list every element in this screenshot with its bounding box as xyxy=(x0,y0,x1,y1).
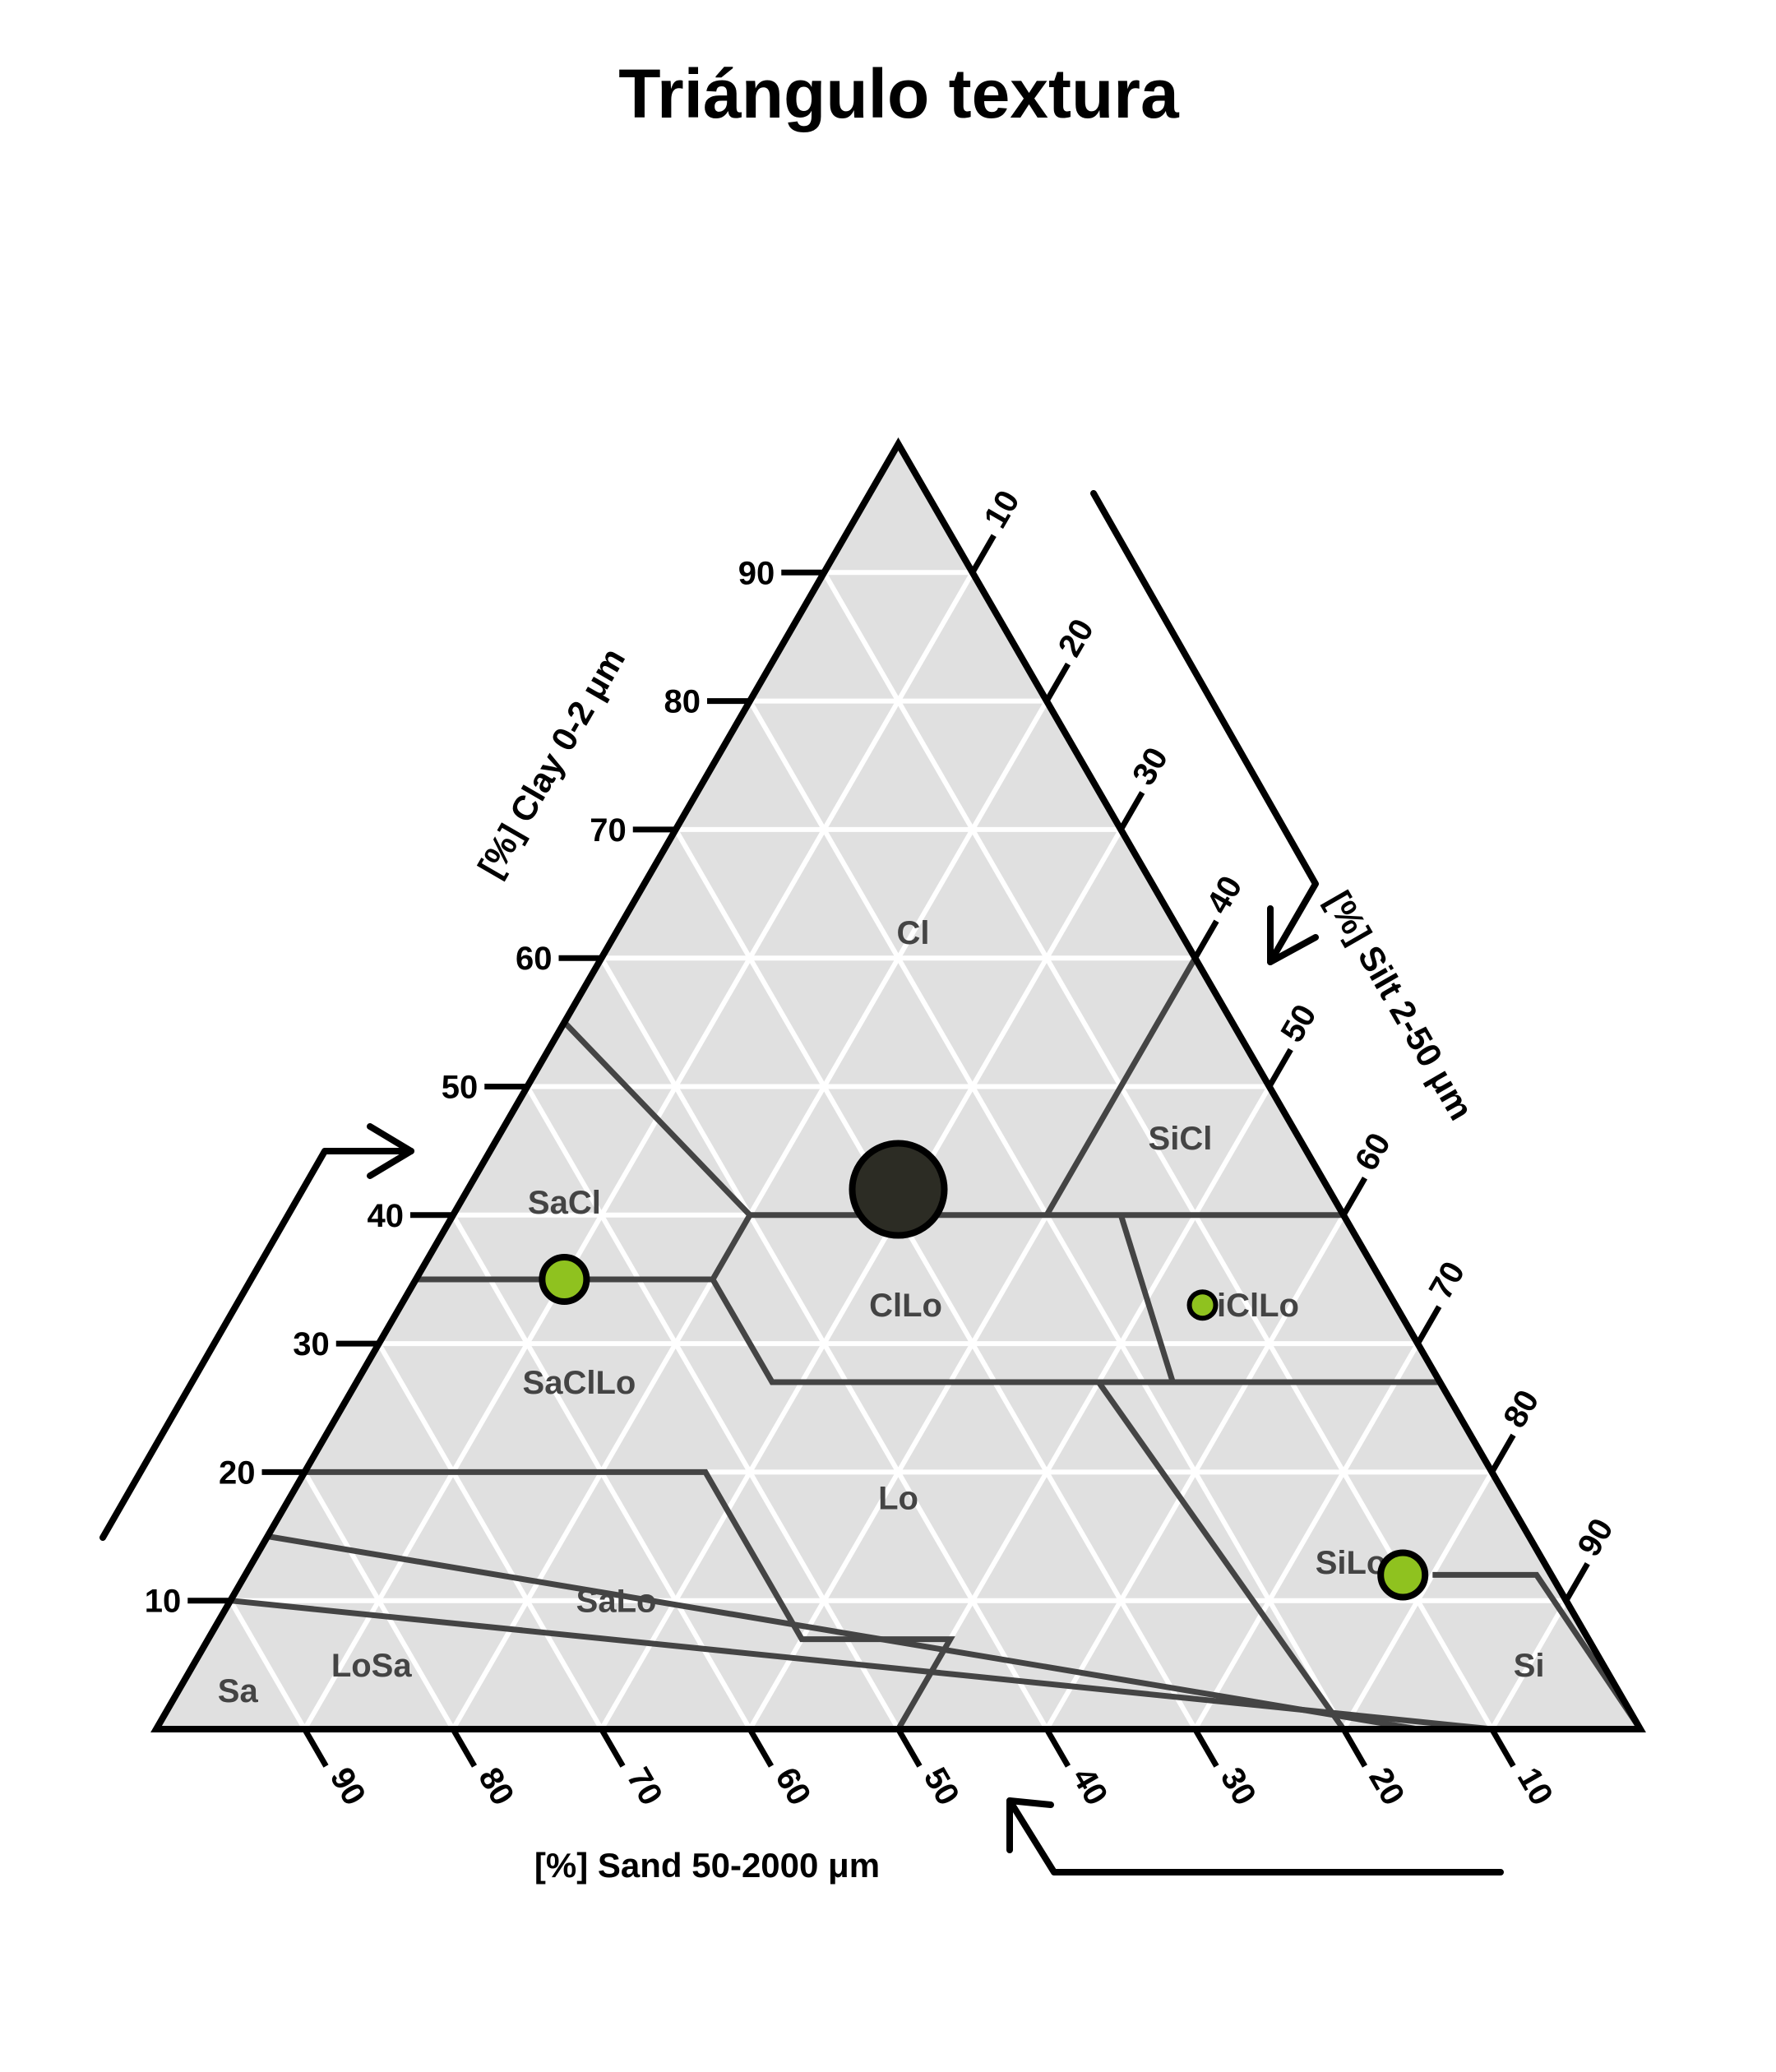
silt-tick-label: 50 xyxy=(1274,998,1323,1048)
class-boundary-line xyxy=(415,1276,1441,1385)
silt-tick-mark xyxy=(1266,1048,1293,1089)
class-boundary-line xyxy=(229,1598,1492,1732)
sand-direction-arrow xyxy=(1006,1797,1504,1875)
data-point xyxy=(539,1253,590,1305)
sand-tick-label: 30 xyxy=(1214,1762,1263,1812)
grid-line-sand-50 xyxy=(525,1085,901,1731)
grid-line-silt-80 xyxy=(1341,1470,1495,1731)
silt-arrowhead xyxy=(1267,905,1319,965)
silt-tick-mark xyxy=(1043,662,1071,703)
clay-tick-label: 40 xyxy=(368,1198,405,1234)
grid-line-silt-70 xyxy=(1192,1342,1420,1731)
region-label-sacllo: SaClLo xyxy=(523,1365,636,1401)
data-point xyxy=(1377,1549,1429,1601)
sand-tick-mark xyxy=(1489,1727,1516,1768)
class-boundary-line xyxy=(1117,1214,1176,1384)
class-boundary-line xyxy=(1096,1380,1346,1732)
silt-tick-mark xyxy=(1192,919,1219,960)
region-label-silo: SiLo xyxy=(1316,1545,1387,1581)
sand-arrowhead xyxy=(1006,1797,1054,1853)
silt-axis-title: [%] Silt 2-50 μm xyxy=(1319,885,1481,1126)
clay-tick-label: 90 xyxy=(738,555,775,591)
sand-tick-label: 60 xyxy=(768,1762,817,1812)
sand-tick-label: 40 xyxy=(1065,1762,1114,1812)
clay-tick-label: 60 xyxy=(516,941,553,977)
sand-tick-label: 90 xyxy=(323,1762,372,1812)
grid-line-sand-90 xyxy=(228,1599,308,1731)
class-boundary-line xyxy=(1432,1571,1643,1731)
clay-tick-label: 10 xyxy=(145,1584,182,1620)
sand-tick-mark xyxy=(599,1727,626,1768)
silt-tick-label: 60 xyxy=(1348,1127,1398,1177)
silt-tick-mark xyxy=(969,534,997,575)
clay-tick-label: 80 xyxy=(664,684,701,720)
grid-line-sand-70 xyxy=(377,1342,604,1731)
class-boundary-line xyxy=(304,1468,955,1731)
silt-tick-label: 10 xyxy=(977,484,1026,534)
grid-line-silt-10 xyxy=(302,571,975,1731)
sand-tick-mark xyxy=(747,1727,775,1768)
silt-direction-arrow xyxy=(1090,490,1319,965)
region-label-sicl: SiCl xyxy=(1149,1121,1213,1157)
silt-tick-mark xyxy=(1118,791,1145,831)
silt-tick-label: 20 xyxy=(1052,613,1101,664)
grid-line-silt-30 xyxy=(599,828,1123,1731)
sand-tick-label: 80 xyxy=(471,1762,520,1812)
silt-tick-label: 70 xyxy=(1422,1256,1472,1306)
clay-tick-label: 50 xyxy=(442,1070,479,1106)
clay-tick-label: 30 xyxy=(293,1326,330,1362)
grid-line-sand-30 xyxy=(673,828,1198,1731)
class-boundary-line xyxy=(1043,956,1198,1217)
silt-tick-label: 30 xyxy=(1126,742,1175,792)
sand-tick-mark xyxy=(895,1727,923,1768)
sand-tick-mark xyxy=(302,1727,329,1768)
silt-tick-mark xyxy=(1415,1305,1442,1345)
sand-tick-label: 20 xyxy=(1362,1762,1411,1812)
data-point xyxy=(1186,1289,1219,1321)
sand-tick-label: 50 xyxy=(917,1762,966,1812)
silt-tick-label: 80 xyxy=(1496,1384,1546,1434)
region-label-cllo: ClLo xyxy=(869,1288,942,1324)
clay-tick-label: 70 xyxy=(590,812,627,849)
sand-tick-mark xyxy=(1340,1727,1368,1768)
region-label-lo: Lo xyxy=(878,1481,918,1517)
grid-line-silt-90 xyxy=(1489,1599,1569,1731)
silt-tick-label: 90 xyxy=(1570,1513,1620,1563)
silt-tick-mark xyxy=(1563,1561,1590,1603)
grid-line-sand-80 xyxy=(302,1470,456,1731)
clay-direction-arrow xyxy=(99,1148,414,1541)
region-label-sacl: SaCl xyxy=(528,1185,601,1221)
grid-line-silt-50 xyxy=(895,1085,1272,1731)
sand-tick-label: 70 xyxy=(620,1762,669,1812)
region-label-losa: LoSa xyxy=(331,1648,413,1684)
sand-tick-label: 10 xyxy=(1510,1762,1560,1812)
chart-title: Triángulo textura xyxy=(618,55,1180,132)
silt-tick-mark xyxy=(1340,1177,1368,1217)
grid-line-sand-10 xyxy=(821,571,1495,1731)
region-label-si: Si xyxy=(1514,1648,1545,1684)
sand-tick-mark xyxy=(450,1727,478,1768)
class-boundary-line xyxy=(266,1533,1418,1732)
silt-tick-mark xyxy=(1489,1433,1516,1474)
sand-axis-title: [%] Sand 50-2000 μm xyxy=(534,1846,880,1885)
class-boundary-line xyxy=(710,1214,753,1281)
region-label-sa: Sa xyxy=(218,1673,259,1709)
plot-area: 10 20 30 40 50 60 70 80 90 10 20 30 40 50 60 70 80 90 90 80… xyxy=(99,437,1646,1875)
sand-tick-mark xyxy=(1043,1727,1071,1768)
silt-tick-label: 40 xyxy=(1200,870,1249,920)
data-point xyxy=(849,1140,948,1239)
region-label-cl: Cl xyxy=(897,915,930,951)
clay-arrowhead xyxy=(367,1123,414,1179)
clay-tick-label: 20 xyxy=(219,1455,256,1491)
sand-tick-mark xyxy=(1192,1727,1219,1768)
region-label-salo: SaLo xyxy=(576,1584,657,1620)
grid-line-silt-60 xyxy=(1044,1214,1346,1731)
